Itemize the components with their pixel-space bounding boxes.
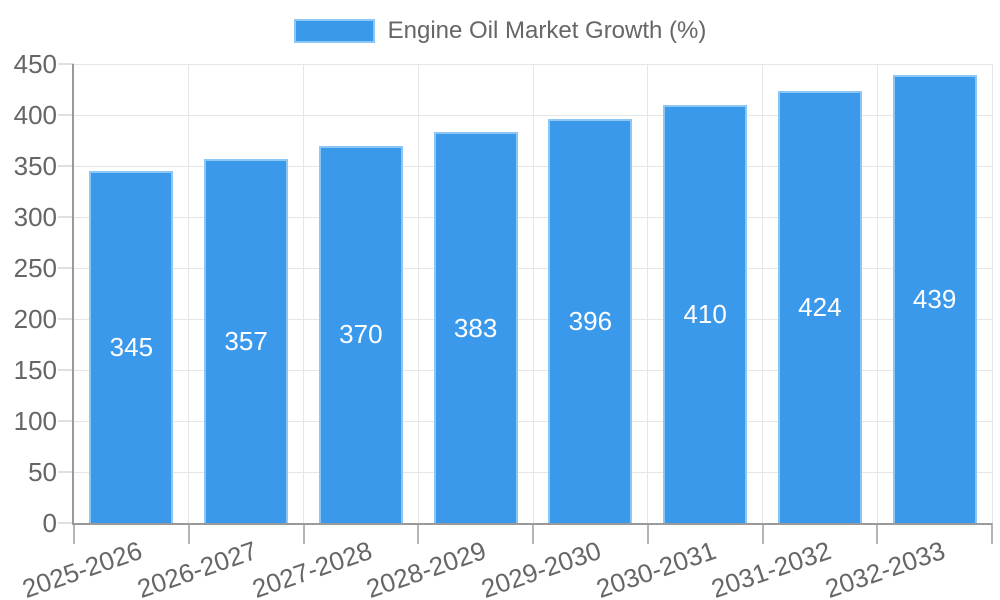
y-axis-tick	[58, 267, 74, 269]
x-axis-tick	[876, 523, 879, 544]
x-axis-label: 2025-2026	[18, 535, 146, 600]
gridline-vertical	[417, 64, 419, 523]
y-axis-tick	[58, 216, 74, 218]
y-axis-label: 0	[42, 508, 57, 538]
bar-value-label: 439	[912, 284, 957, 315]
gridline-vertical	[991, 64, 993, 523]
y-axis-tick	[58, 471, 74, 473]
y-axis-line	[72, 64, 74, 523]
bar[interactable]	[777, 90, 862, 523]
x-axis-tick	[991, 523, 993, 544]
y-axis-label: 50	[28, 457, 57, 487]
bar[interactable]	[663, 104, 748, 523]
y-axis-tick	[58, 165, 74, 167]
gridline-vertical	[188, 64, 190, 523]
bar-value-label: 383	[453, 312, 498, 343]
x-axis-label: 2028-2029	[362, 535, 491, 600]
gridline-vertical	[532, 64, 534, 523]
gridline-vertical	[303, 64, 304, 523]
x-axis-tick	[417, 523, 420, 544]
x-axis-label: 2031-2032	[706, 535, 835, 600]
gridline-vertical	[876, 64, 878, 523]
bar[interactable]	[318, 145, 403, 523]
gridline-vertical	[762, 64, 763, 523]
y-axis-label: 450	[13, 49, 57, 79]
x-axis-label: 2032-2033	[821, 535, 950, 600]
x-axis-label: 2027-2028	[247, 535, 376, 600]
y-axis-label: 400	[13, 100, 57, 130]
gridline-vertical	[647, 64, 649, 523]
bar-value-label: 345	[109, 332, 154, 363]
y-axis-label: 150	[13, 355, 57, 385]
x-axis-label: 2030-2031	[592, 535, 720, 600]
x-axis-tick	[532, 523, 534, 544]
x-axis-tick	[646, 523, 649, 544]
bar-value-label: 396	[568, 306, 613, 337]
x-axis-label: 2029-2030	[477, 535, 605, 600]
x-axis-tick	[761, 523, 764, 544]
y-axis-tick	[58, 114, 74, 116]
bar-value-label: 410	[683, 298, 727, 329]
y-axis-tick	[58, 522, 74, 524]
x-axis-tick	[73, 523, 75, 544]
bar[interactable]	[892, 75, 977, 523]
y-axis-tick	[58, 369, 74, 371]
legend-label: Engine Oil Market Growth (%)	[387, 17, 707, 44]
legend[interactable]: Engine Oil Market Growth (%)	[0, 18, 1000, 44]
bar[interactable]	[89, 171, 174, 523]
y-axis-label: 350	[13, 151, 57, 181]
y-axis-tick	[58, 420, 74, 422]
y-axis-label: 300	[13, 202, 57, 232]
bar[interactable]	[204, 158, 289, 523]
bar[interactable]	[548, 119, 633, 523]
bar[interactable]	[433, 132, 518, 523]
legend-swatch-icon	[293, 19, 375, 43]
y-axis-label: 250	[13, 253, 57, 283]
y-axis-tick	[58, 318, 74, 320]
bar-value-label: 370	[339, 319, 383, 350]
x-axis-line	[72, 523, 992, 525]
y-axis-label: 100	[13, 406, 57, 436]
bar-value-label: 424	[798, 291, 842, 322]
y-axis-label: 200	[13, 304, 57, 334]
x-axis-label: 2026-2027	[133, 535, 261, 600]
x-axis-tick	[302, 523, 305, 544]
y-axis-tick	[58, 63, 74, 65]
bar-value-label: 357	[224, 325, 268, 356]
x-axis-tick	[187, 523, 190, 544]
